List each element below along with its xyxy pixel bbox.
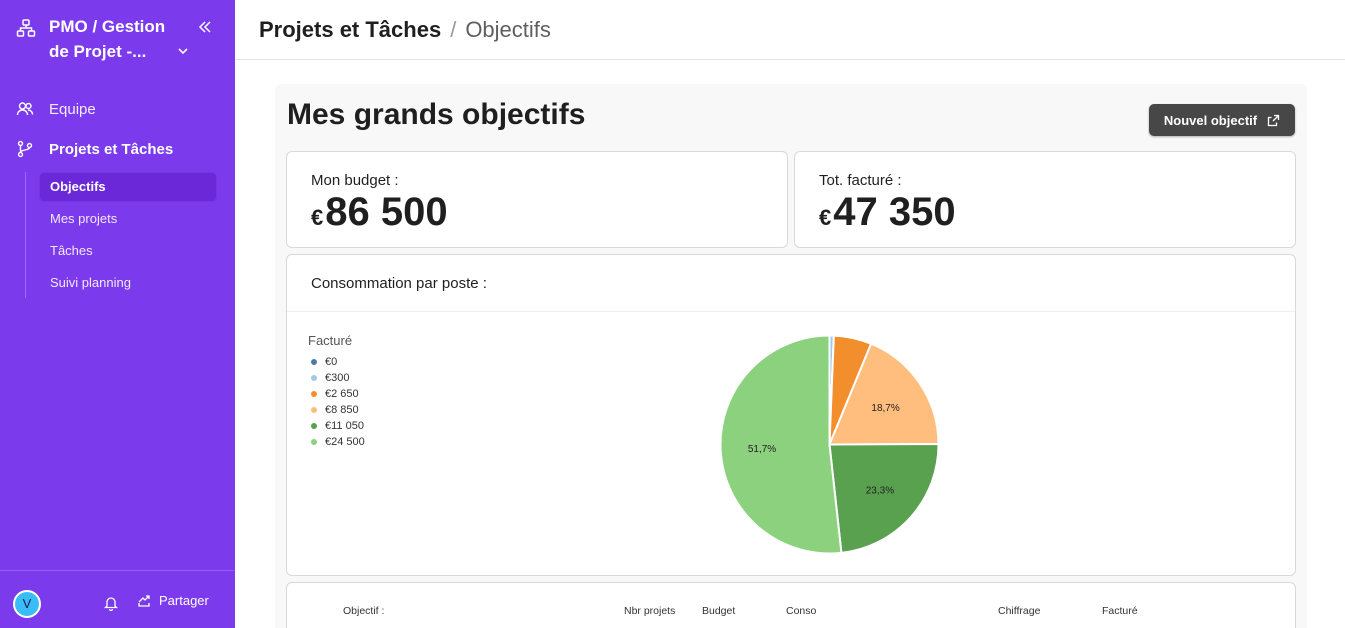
pie-slice[interactable] (828, 342, 940, 446)
objectives-panel: Mes grands objectifs Nouvel objectif Mon… (275, 84, 1307, 628)
main-area: Projets et Tâches / Objectifs Mes grands… (235, 0, 1345, 628)
billed-label: Tot. facturé : (819, 172, 902, 189)
sidebar-item-projets-et-taches[interactable]: Projets et Tâches (0, 132, 235, 166)
sidebar-subitem-objectifs[interactable]: Objectifs (39, 172, 217, 202)
legend-title: Facturé (308, 333, 353, 348)
legend-label: €8 850 (325, 404, 359, 416)
column-header-facture[interactable]: Facturé (1102, 605, 1138, 617)
workspace-header: PMO / Gestion de Projet -... (0, 0, 235, 80)
legend-swatch (311, 407, 317, 413)
legend-swatch (311, 375, 317, 381)
sidebar-nav: Equipe Projets et Tâches Objectifs Mes p… (0, 92, 235, 300)
pie-chart: 18,7% 23,3% 51,7% (719, 334, 940, 555)
org-chart-icon (16, 19, 36, 37)
legend-swatch (311, 359, 317, 365)
sidebar-subnav: Objectifs Mes projets Tâches Suivi plann… (25, 172, 235, 298)
legend-item[interactable]: €300 (308, 370, 365, 386)
pie-slice-label: 18,7% (871, 403, 899, 414)
avatar[interactable]: V (13, 590, 41, 618)
breadcrumb-separator: / (450, 16, 457, 42)
chevron-down-icon[interactable] (176, 44, 190, 58)
sidebar-item-equipe[interactable]: Equipe (0, 92, 235, 126)
column-header-budget[interactable]: Budget (702, 605, 736, 617)
share-label: Partager (159, 593, 209, 608)
legend-item[interactable]: €11 050 (308, 418, 365, 434)
breadcrumb-parent[interactable]: Projets et Tâches (259, 16, 442, 42)
bell-icon[interactable] (103, 595, 119, 611)
budget-amount: 86 500 (325, 190, 448, 234)
legend-label: €300 (325, 372, 350, 384)
chart-title: Consommation par poste : (287, 255, 1295, 312)
budget-currency: € (311, 205, 324, 230)
new-objective-button[interactable]: Nouvel objectif (1149, 104, 1295, 136)
git-branch-icon (17, 140, 33, 158)
column-header-nbr-projets[interactable]: Nbr projets (624, 605, 676, 617)
legend-item[interactable]: €24 500 (308, 434, 365, 450)
legend-item[interactable]: €2 650 (308, 386, 365, 402)
sidebar: PMO / Gestion de Projet -... Equipe P (0, 0, 235, 628)
budget-card: Mon budget : €86 500 (286, 151, 788, 248)
billed-amount: 47 350 (833, 190, 956, 234)
team-icon (16, 102, 34, 116)
new-objective-label: Nouvel objectif (1163, 112, 1258, 128)
column-header-objectif[interactable]: Objectif : (343, 605, 385, 617)
sidebar-item-label: Projets et Tâches (49, 140, 174, 158)
legend-item[interactable]: €8 850 (308, 402, 365, 418)
page-title: Mes grands objectifs (287, 98, 586, 131)
sidebar-subitem-taches[interactable]: Tâches (50, 243, 93, 258)
breadcrumb-current: Objectifs (465, 16, 551, 42)
workspace-title[interactable]: PMO / Gestion de Projet -... (49, 17, 166, 61)
budget-value: €86 500 (311, 190, 448, 235)
collapse-sidebar-icon[interactable] (196, 18, 214, 36)
legend-label: €0 (325, 356, 338, 368)
billed-currency: € (819, 205, 832, 230)
column-header-conso[interactable]: Conso (786, 605, 817, 617)
billed-card: Tot. facturé : €47 350 (794, 151, 1296, 248)
objectives-table: Objectif : Nbr projets Budget Conso Chif… (286, 582, 1296, 628)
chart-legend: Facturé €0 €300 €2 650 €8 850 €11 050 €24 500 (308, 333, 365, 450)
billed-value: €47 350 (819, 190, 956, 235)
legend-items: €0 €300 €2 650 €8 850 €11 050 €24 500 (308, 354, 365, 450)
sidebar-subitem-suivi-planning[interactable]: Suivi planning (50, 275, 131, 290)
legend-swatch (311, 439, 317, 445)
legend-label: €24 500 (325, 436, 365, 448)
sidebar-item-label: Equipe (49, 100, 96, 118)
pie-slice[interactable] (828, 442, 940, 554)
consumption-chart-card: Consommation par poste : Facturé €0 €300 €… (286, 254, 1296, 576)
legend-item[interactable]: €0 (308, 354, 365, 370)
column-header-chiffrage[interactable]: Chiffrage (998, 605, 1041, 617)
share-button[interactable]: Partager (137, 593, 209, 608)
pie-slice-label: 23,3% (866, 485, 894, 496)
legend-swatch (311, 391, 317, 397)
budget-label: Mon budget : (311, 172, 399, 189)
pie-slice-label: 51,7% (748, 444, 776, 455)
sidebar-subitem-mes-projets[interactable]: Mes projets (50, 211, 118, 226)
legend-swatch (311, 423, 317, 429)
legend-label: €2 650 (325, 388, 359, 400)
external-link-icon (1267, 114, 1280, 126)
breadcrumb: Projets et Tâches / Objectifs (235, 0, 1345, 60)
share-icon (138, 594, 150, 607)
sidebar-footer: V Partager (0, 570, 235, 628)
legend-label: €11 050 (325, 420, 364, 432)
pie-slice[interactable] (719, 334, 843, 555)
